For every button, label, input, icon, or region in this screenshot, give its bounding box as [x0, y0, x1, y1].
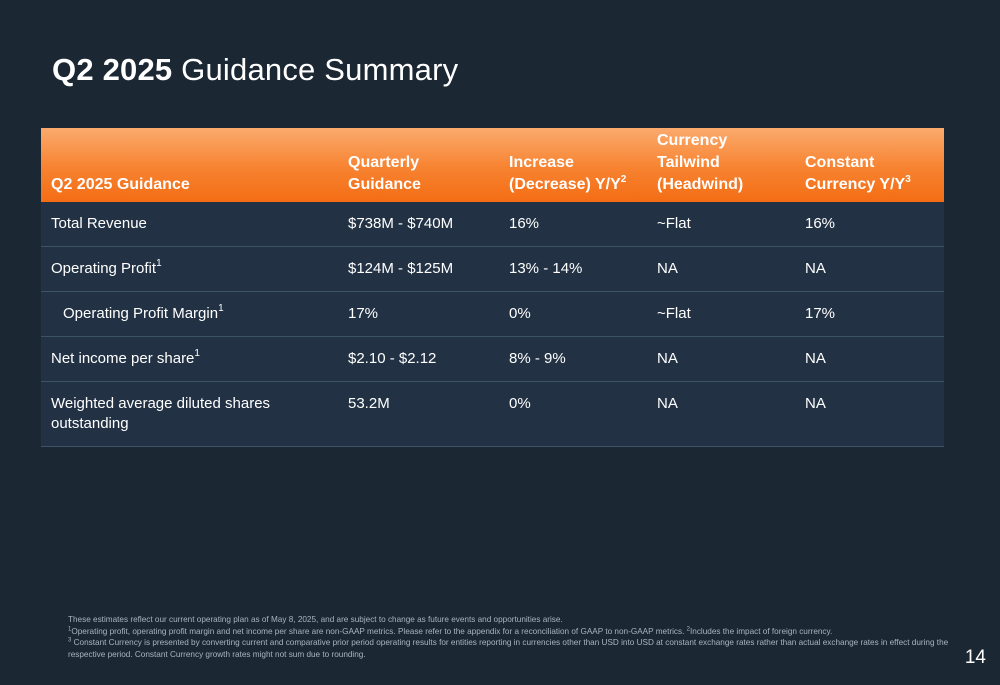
footnote-mark: 2	[620, 173, 627, 185]
header-text: Q2 2025 Guidance	[51, 176, 190, 193]
cell-change: 0%	[509, 395, 531, 412]
table-row: Net income per share1 $2.10 - $2.12 8% -…	[41, 336, 944, 382]
row-label-text: Operating Profit	[51, 260, 157, 277]
table-row: Operating Profit1 $124M - $125M 13% - 14…	[41, 246, 944, 292]
header-text: Currency Y/Y	[805, 176, 906, 193]
cell-currency: ~Flat	[657, 305, 691, 322]
footnote-mark: 2	[686, 625, 690, 632]
cell-currency: ~Flat	[657, 215, 691, 232]
footnote-mark: 1	[218, 303, 224, 314]
guidance-table-wrapper: Q2 2025 Guidance Quarterly Guidance Incr…	[41, 128, 944, 447]
cell-guidance: 17%	[348, 305, 379, 322]
page-title: Q2 2025 Guidance Summary	[52, 52, 458, 88]
header-text: Increase	[509, 154, 574, 171]
row-label: Weighted average diluted shares outstand…	[41, 382, 338, 447]
footnote-text: Constant Currency is presented by conver…	[68, 638, 949, 659]
row-label: Total Revenue	[41, 202, 338, 247]
cell-change: 16%	[509, 215, 540, 232]
row-label: Operating Profit1	[41, 247, 338, 292]
cell-change: 13% - 14%	[509, 260, 583, 277]
row-label: Operating Profit Margin1	[41, 292, 338, 337]
header-text: (Decrease) Y/Y	[509, 176, 621, 193]
header-text: Quarterly	[348, 154, 420, 171]
cell-constant: NA	[805, 350, 826, 367]
cell-guidance: $124M - $125M	[348, 260, 454, 277]
footnote-mark: 1	[68, 625, 72, 632]
page-title-rest: Guidance Summary	[172, 52, 459, 87]
row-label-text: Weighted average diluted shares outstand…	[51, 395, 271, 432]
cell-guidance: $738M - $740M	[348, 215, 454, 232]
row-label-text: Operating Profit Margin	[63, 305, 219, 322]
footnote-mark: 1	[156, 258, 162, 269]
cell-currency: NA	[657, 350, 678, 367]
cell-constant: NA	[805, 260, 826, 277]
footnotes: These estimates reflect our current oper…	[68, 614, 958, 660]
header-text: Guidance	[348, 176, 421, 193]
footnote-intro: These estimates reflect our current oper…	[68, 615, 563, 624]
cell-currency: NA	[657, 395, 678, 412]
row-label-text: Total Revenue	[51, 215, 147, 232]
footnote-text: Operating profit, operating profit margi…	[71, 626, 687, 636]
cell-guidance: $2.10 - $2.12	[348, 350, 437, 367]
footnote-1-2: 1Operating profit, operating profit marg…	[68, 626, 958, 638]
cell-constant: NA	[805, 395, 826, 412]
page-number: 14	[964, 647, 986, 668]
header-increase-decrease: Increase (Decrease) Y/Y2	[499, 128, 647, 202]
footnote-3: 3 Constant Currency is presented by conv…	[68, 637, 958, 660]
cell-guidance: 53.2M	[348, 395, 390, 412]
cell-change: 8% - 9%	[509, 350, 566, 367]
header-constant-currency: Constant Currency Y/Y3	[795, 128, 944, 202]
row-label: Net income per share1	[41, 337, 338, 382]
header-text: Currency	[657, 132, 728, 149]
header-text: Tailwind	[657, 154, 720, 171]
cell-constant: 16%	[805, 215, 836, 232]
cell-constant: 17%	[805, 305, 836, 322]
footnote-mark: 1	[194, 348, 200, 359]
cell-currency: NA	[657, 260, 678, 277]
header-text-with-sup: (Decrease) Y/Y2	[509, 174, 647, 196]
header-text: (Headwind)	[657, 176, 744, 193]
table-row: Weighted average diluted shares outstand…	[41, 381, 944, 447]
footnote-mark: 3	[68, 637, 72, 644]
header-quarterly-guidance: Quarterly Guidance	[338, 128, 499, 202]
footnote-mark: 3	[905, 173, 911, 185]
table-header-row: Q2 2025 Guidance Quarterly Guidance Incr…	[41, 128, 944, 202]
header-text: Constant	[805, 154, 875, 171]
header-q2-guidance: Q2 2025 Guidance	[41, 128, 338, 202]
row-label-text: Net income per share	[51, 350, 195, 367]
page-title-bold: Q2 2025	[52, 52, 173, 87]
header-currency-tailwind: Currency Tailwind (Headwind)	[647, 128, 795, 202]
cell-change: 0%	[509, 305, 531, 322]
header-text-with-sup: Currency Y/Y3	[805, 174, 944, 196]
table-row: Operating Profit Margin1 17% 0% ~Flat 17…	[41, 291, 944, 337]
footnote-text: Includes the impact of foreign currency.	[689, 626, 833, 636]
guidance-table: Q2 2025 Guidance Quarterly Guidance Incr…	[41, 128, 944, 447]
table-row: Total Revenue $738M - $740M 16% ~Flat 16…	[41, 202, 944, 247]
